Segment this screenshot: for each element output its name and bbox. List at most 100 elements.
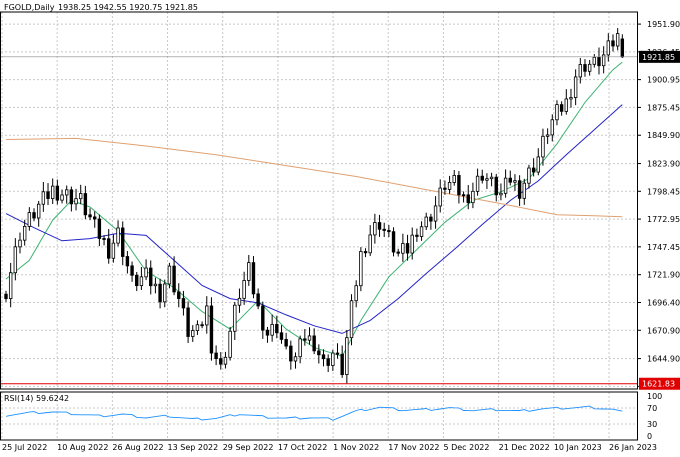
candle-down <box>201 325 204 326</box>
candle-up <box>294 357 297 361</box>
candle-down <box>392 232 395 252</box>
candle-up <box>453 175 456 182</box>
rsi-y-tick-label: 0 <box>647 432 652 441</box>
y-tick-label: 1823.90 <box>647 160 680 169</box>
candle-down <box>257 294 260 306</box>
candle-up <box>9 273 12 299</box>
candle-down <box>327 359 330 366</box>
candle-up <box>593 57 596 64</box>
candle-up <box>369 235 372 253</box>
candle-up <box>425 217 428 227</box>
candle-down <box>406 244 409 253</box>
x-tick-label: 13 Sep 2022 <box>168 443 219 452</box>
x-tick-label: 25 Jul 2022 <box>2 443 47 452</box>
candle-up <box>308 336 311 340</box>
candle-down <box>318 351 321 355</box>
candle-up <box>523 183 526 198</box>
y-tick-label: 1670.90 <box>647 326 680 335</box>
candle-up <box>570 98 573 99</box>
candle-up <box>434 206 437 221</box>
x-tick-label: 26 Aug 2022 <box>112 443 163 452</box>
candle-down <box>56 186 59 200</box>
candle-up <box>243 280 246 298</box>
candle-up <box>168 266 171 284</box>
candle-down <box>177 292 180 299</box>
candle-down <box>444 188 447 189</box>
candle-up <box>51 186 54 198</box>
candle-down <box>598 57 601 65</box>
candle-down <box>560 105 563 112</box>
candle-down <box>518 181 521 199</box>
candle-down <box>495 177 498 195</box>
candle-up <box>145 268 148 277</box>
candle-down <box>107 239 110 258</box>
candle-down <box>135 275 138 285</box>
candle-down <box>89 215 92 217</box>
y-tick-label: 1747.45 <box>647 243 680 252</box>
y-tick-label: 1900.95 <box>647 76 680 85</box>
candle-down <box>70 190 73 204</box>
rsi-label: RSI(14) 59.6242 <box>4 394 69 403</box>
candle-down <box>285 339 288 346</box>
candle-down <box>336 353 339 354</box>
candle-up <box>23 226 26 240</box>
candle-up <box>574 77 577 98</box>
candle-up <box>163 284 166 302</box>
current-price-label: 1921.85 <box>642 53 675 62</box>
y-tick-label: 1875.45 <box>647 103 680 112</box>
support-price-label: 1621.83 <box>642 380 675 389</box>
candle-down <box>121 228 124 257</box>
x-tick-label: 10 Jan 2023 <box>554 443 602 452</box>
candle-down <box>266 330 269 335</box>
y-tick-label: 1951.90 <box>647 20 680 29</box>
x-tick-label: 26 Jan 2023 <box>609 443 657 452</box>
candle-down <box>388 230 391 231</box>
candle-down <box>280 333 283 340</box>
candle-up <box>579 65 582 77</box>
candle-up <box>500 193 503 195</box>
candle-up <box>191 331 194 337</box>
candle-up <box>346 338 349 375</box>
y-tick-label: 1798.45 <box>647 187 680 196</box>
candle-up <box>233 305 236 331</box>
x-tick-label: 5 Dec 2022 <box>443 443 489 452</box>
candle-up <box>360 251 363 285</box>
candle-up <box>42 192 45 204</box>
candle-down <box>378 223 381 230</box>
candle-down <box>304 339 307 340</box>
candle-down <box>621 39 624 57</box>
y-tick-label: 1644.90 <box>647 355 680 364</box>
candle-down <box>430 217 433 221</box>
candle-up <box>374 223 377 235</box>
candle-up <box>616 34 619 46</box>
candle-down <box>322 355 325 359</box>
candle-down <box>458 175 461 194</box>
candle-up <box>271 324 274 335</box>
candle-down <box>131 266 134 275</box>
candle-up <box>247 263 250 281</box>
x-tick-label: 29 Sep 2022 <box>223 443 274 452</box>
candle-up <box>224 357 227 364</box>
candle-up <box>28 213 31 227</box>
candle-up <box>556 105 559 120</box>
y-tick-label: 1772.95 <box>647 215 680 224</box>
candle-up <box>537 157 540 172</box>
candle-up <box>476 176 479 191</box>
candle-up <box>332 353 335 365</box>
candle-down <box>98 219 101 238</box>
candle-up <box>229 331 232 357</box>
ohlc-label: 1938.25 1942.55 1920.75 1921.85 <box>58 3 198 12</box>
y-tick-label: 1696.40 <box>647 298 680 307</box>
candle-down <box>509 178 512 182</box>
y-tick-label: 1849.90 <box>647 131 680 140</box>
candle-down <box>313 336 316 351</box>
candle-down <box>182 299 185 308</box>
candle-up <box>65 190 68 195</box>
candle-up <box>486 179 489 181</box>
candle-down <box>584 65 587 72</box>
candle-up <box>565 99 568 111</box>
rsi-y-tick-label: 100 <box>647 392 662 401</box>
x-tick-label: 1 Nov 2022 <box>333 443 379 452</box>
